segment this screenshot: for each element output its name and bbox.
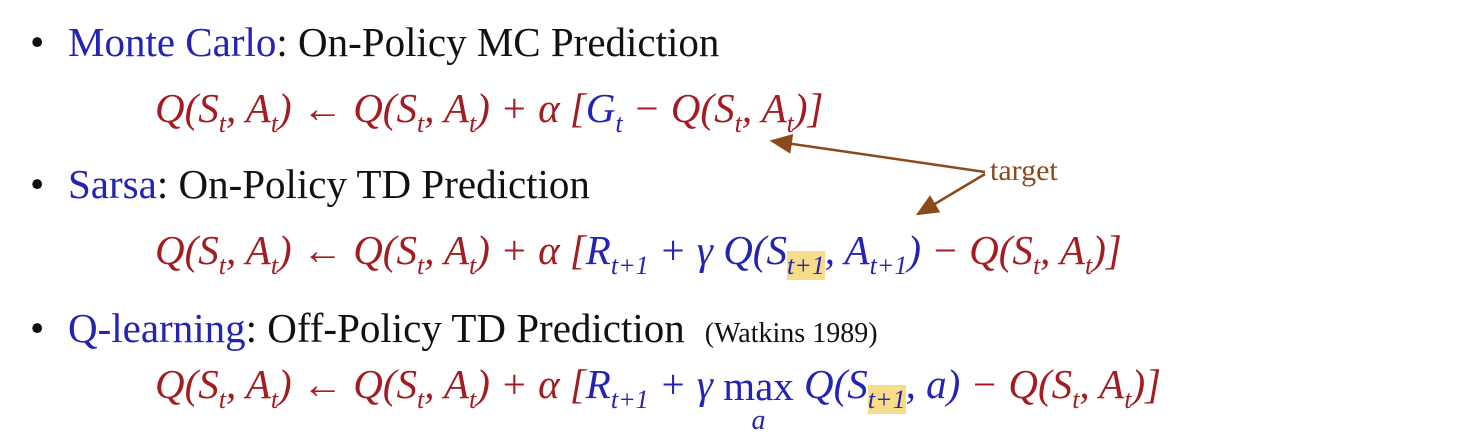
formula-part: t — [786, 109, 794, 138]
formula-part: t — [1124, 385, 1132, 414]
formula-part: R — [585, 361, 611, 407]
formula: Q(St, At) ← Q(St, At) + α [Gt − Q(St, At… — [155, 84, 823, 139]
formula-part: − Q(S — [622, 85, 735, 131]
formula-part: t — [218, 109, 226, 138]
formula-part: ) + α [ — [476, 227, 586, 273]
formula: Q(St, At) ← Q(St, At) + α [Rt+1 + γ Q(St… — [155, 226, 1122, 281]
formula-part: t+1 — [610, 251, 649, 280]
method-text: : On-Policy TD Prediction — [156, 161, 590, 207]
formula-part: ) ← Q(S — [278, 85, 417, 131]
formula-part: t — [218, 385, 226, 414]
method-name: Monte Carlo — [68, 19, 277, 65]
formula-part: , A — [226, 361, 271, 407]
formula-part: )] — [1092, 227, 1122, 273]
formula-part: , A — [1079, 361, 1125, 407]
formula-part: Q(S — [155, 85, 219, 131]
arrow — [915, 172, 986, 216]
formula-part: t — [218, 251, 226, 280]
formula-part: Q(S — [155, 361, 219, 407]
method-text: : Off-Policy TD Prediction — [245, 305, 685, 351]
formula-part: , A — [226, 85, 271, 131]
formula-part: + γ — [648, 361, 724, 407]
formula-part: t+1 — [869, 251, 908, 280]
formula-part: , A — [824, 227, 870, 273]
formula-part: t+1 — [610, 385, 649, 414]
bullet: • Sarsa: On-Policy TD Prediction — [30, 161, 590, 207]
bullet: • Q-learning: Off-Policy TD Prediction (Wa… — [30, 305, 878, 351]
formula-part: t+1 — [867, 385, 906, 414]
citation: (Watkins 1989) — [704, 318, 878, 349]
formula-part: ) ← Q(S — [278, 361, 417, 407]
formula-part: , A — [1040, 227, 1085, 273]
formula-part: ) ← Q(S — [278, 227, 417, 273]
formula-part: t — [469, 109, 477, 138]
method-name: Q-learning — [68, 305, 246, 351]
formula-part: t — [469, 251, 477, 280]
formula-part: t — [416, 109, 425, 138]
formula-part: , A — [226, 227, 271, 273]
formula-part: , A — [424, 361, 470, 407]
annotation: target — [990, 154, 1058, 187]
formula-part: R — [585, 227, 611, 273]
formula-part: t — [270, 251, 279, 280]
formula-part: )] — [793, 85, 824, 131]
arrow — [769, 133, 986, 174]
formula-part: , A — [424, 85, 470, 131]
formula-part: t — [416, 385, 425, 414]
bullet: • Monte Carlo: On-Policy MC Prediction — [30, 19, 720, 65]
formula-part: t — [1032, 251, 1041, 280]
method-name: Sarsa — [68, 161, 157, 207]
formula-part: t — [270, 109, 279, 138]
formula-part: , A — [424, 227, 470, 273]
formula-part: ) + α [ — [476, 361, 586, 407]
formula-part: − Q(S — [921, 227, 1033, 273]
formula-part: t — [734, 109, 742, 138]
formula-part: Q(S — [793, 361, 868, 407]
formula-part: G — [585, 85, 616, 131]
formula-part: t — [416, 251, 425, 280]
formula-part: t — [469, 385, 477, 414]
formula-part: max — [723, 363, 794, 409]
formula-part: , a) — [905, 361, 961, 407]
formula-part: )] — [1131, 361, 1162, 407]
formula-part: max a — [723, 366, 794, 435]
formula-part: ) + α [ — [476, 85, 586, 131]
formula-part: t — [1084, 251, 1093, 280]
formula: Q(St, At) ← Q(St, At) + α [Rt+1 + γ max a… — [155, 360, 1161, 435]
method-text: : On-Policy MC Prediction — [276, 19, 720, 65]
formula-part: − Q(S — [960, 361, 1073, 407]
formula-part: + γ Q(S — [648, 227, 787, 273]
formula-part: Q(S — [155, 227, 219, 273]
formula-part: , A — [741, 85, 787, 131]
formula-part: ) — [907, 227, 921, 273]
formula-part: t — [1072, 385, 1080, 414]
formula-part: t+1 — [786, 251, 825, 280]
formula-part: t — [615, 109, 623, 138]
formula-part: a — [751, 405, 766, 436]
formula-part: t — [270, 385, 279, 414]
